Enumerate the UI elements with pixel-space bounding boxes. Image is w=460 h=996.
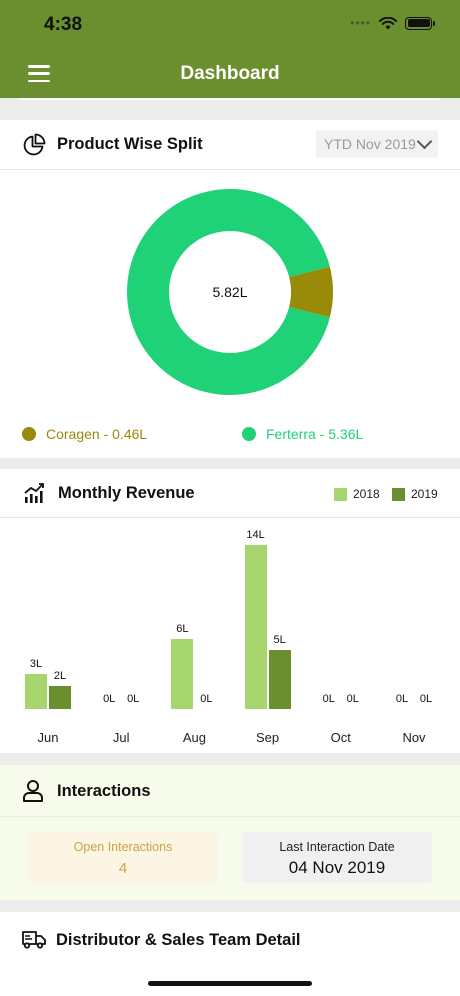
legend-coragen-dot	[22, 427, 36, 441]
status-time: 4:38	[44, 14, 83, 35]
donut-center-total: 5.82L	[212, 284, 247, 300]
legend-ferterra: Ferterra - 5.36L	[242, 426, 363, 442]
open-interactions-label: Open Interactions	[73, 840, 173, 854]
bar-label-jul-2019: 0L	[127, 693, 140, 705]
product-split-header: Product Wise Split YTD Nov 2019	[0, 120, 460, 170]
legend-2019-label: 2019	[411, 487, 438, 501]
revenue-bar-chart: 3L 2L Jun 0L 0L Jul 6L 0L Aug 14L 5L Sep 0L 0L Oct 0L 0L…	[0, 469, 460, 753]
distributor-title: Distributor & Sales Team Detail	[56, 931, 301, 949]
legend-2018: 2018	[334, 487, 380, 501]
bar-label-aug-2019: 0L	[200, 693, 213, 705]
bar-label-jun-2019: 2L	[53, 669, 67, 682]
donut-slice-coragen[interactable]	[289, 266, 333, 318]
interactions-header: Interactions	[0, 765, 460, 817]
month-label-aug: Aug	[182, 730, 206, 745]
last-interaction-label: Last Interaction Date	[279, 840, 395, 854]
status-bar: 4:38 ••••	[0, 0, 460, 50]
hamburger-menu-icon[interactable]	[28, 65, 50, 82]
legend-ferterra-label: Ferterra - 5.36L	[266, 426, 364, 442]
pie-chart-icon	[23, 133, 46, 156]
user-icon	[23, 780, 43, 802]
bar-label-nov-2019: 0L	[419, 693, 433, 705]
bar-jun-2019[interactable]	[49, 685, 71, 709]
month-label-nov: Nov	[402, 730, 426, 745]
bar-label-aug-2018: 6L	[176, 622, 189, 635]
bar-label-sep-2019: 5L	[273, 634, 286, 647]
donut-chart: 5.82L	[127, 189, 333, 395]
month-label-sep: Sep	[256, 730, 280, 745]
legend-coragen-label: Coragen - 0.46L	[46, 426, 148, 442]
interactions-card: Interactions Open Interactions 4 Last In…	[0, 765, 460, 900]
product-split-title: Product Wise Split	[57, 135, 203, 153]
last-interaction-tile[interactable]: Last Interaction Date 04 Nov 2019	[242, 832, 432, 883]
bar-label-jun-2018: 3L	[29, 657, 43, 670]
nav-bar: Dashboard	[0, 50, 460, 98]
wifi-icon	[379, 16, 397, 29]
line-chart-icon	[24, 483, 44, 503]
battery-icon	[405, 16, 435, 30]
legend-2019-swatch	[392, 487, 405, 501]
monthly-revenue-card: Monthly Revenue 2018 2019 3L 2L Jun 0L 0L Jul…	[0, 469, 460, 753]
nav-divider	[20, 98, 440, 100]
interactions-title: Interactions	[57, 782, 151, 800]
bar-sep-2019[interactable]	[268, 650, 291, 709]
monthly-revenue-header: Monthly Revenue 2018 2019	[0, 469, 460, 518]
home-indicator	[148, 981, 312, 986]
bar-label-oct-2019: 0L	[346, 693, 359, 705]
truck-icon	[22, 931, 46, 949]
bar-jun-2018[interactable]	[25, 673, 47, 709]
legend-coragen: Coragen - 0.46L	[22, 426, 147, 442]
legend-2018-label: 2018	[353, 487, 380, 501]
page-title: Dashboard	[180, 63, 280, 84]
bar-label-nov-2018: 0L	[395, 693, 409, 705]
donut-slice-ferterra[interactable]	[127, 189, 330, 395]
bar-label-jul-2018: 0L	[103, 693, 116, 705]
status-icons: ••••	[350, 16, 435, 30]
open-interactions-tile[interactable]: Open Interactions 4	[28, 832, 218, 883]
signal-dots-icon: ••••	[350, 16, 371, 30]
month-label-jul: Jul	[112, 730, 130, 745]
chevron-down-icon	[416, 133, 433, 150]
bar-sep-2018[interactable]	[244, 545, 267, 709]
month-label-oct: Oct	[330, 730, 351, 745]
bar-label-oct-2018: 0L	[322, 693, 335, 705]
legend-2018-swatch	[334, 487, 347, 501]
period-dropdown-value: YTD Nov 2019	[324, 136, 416, 152]
open-interactions-value: 4	[118, 860, 128, 877]
legend-2019: 2019	[392, 487, 438, 501]
period-dropdown[interactable]: YTD Nov 2019	[316, 130, 438, 158]
last-interaction-value: 04 Nov 2019	[288, 858, 386, 877]
bar-label-sep-2018: 14L	[246, 529, 265, 541]
bar-aug-2018[interactable]	[171, 638, 194, 709]
legend-ferterra-dot	[242, 427, 256, 441]
month-label-jun: Jun	[37, 730, 59, 745]
monthly-revenue-title: Monthly Revenue	[58, 484, 195, 502]
product-split-card: Product Wise Split YTD Nov 2019 5.82L Co…	[0, 120, 460, 458]
